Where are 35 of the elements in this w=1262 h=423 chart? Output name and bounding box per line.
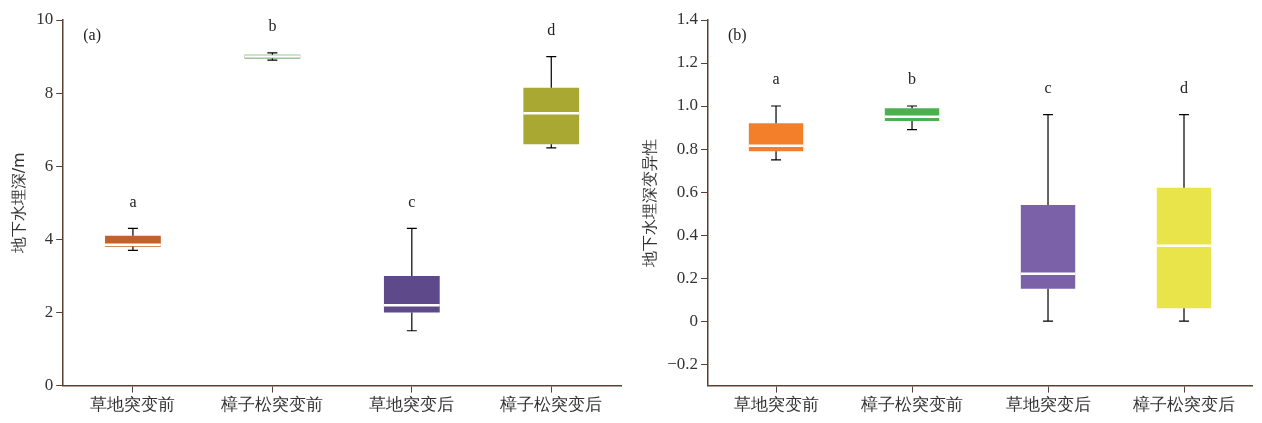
annotation: c: [408, 192, 416, 210]
y-tick-label: 1.0: [676, 95, 699, 115]
x-tick-label: 樟子松突变后: [499, 395, 603, 415]
x-tick-label: 樟子松突变前: [220, 395, 324, 415]
annotation: (b): [728, 26, 747, 45]
y-tick-label: 0.8: [676, 138, 699, 158]
x-tick-label: 樟子松突变前: [860, 395, 964, 415]
y-tick-label: 2: [44, 301, 54, 321]
annotation: b: [268, 17, 277, 35]
y-tick-label: 0.6: [676, 181, 699, 201]
x-tick-label: 草地突变前: [733, 395, 819, 415]
annotation: (a): [83, 26, 101, 45]
annotation: a: [772, 70, 780, 88]
y-tick-label: 0.4: [676, 224, 699, 244]
y-axis-title: 地下水埋深变异性: [639, 138, 659, 268]
y-tick-label: 0: [44, 375, 54, 395]
y-tick-label: 1.4: [676, 9, 699, 29]
y-tick-label: 8: [44, 82, 54, 102]
y-tick-label: 0.2: [676, 267, 699, 287]
y-tick-label: 4: [44, 228, 54, 248]
annotation: b: [908, 70, 917, 88]
annotation: d: [1180, 78, 1188, 96]
y-tick-label: 1.2: [676, 52, 699, 72]
y-tick-label: 10: [36, 9, 54, 29]
x-tick-label: 樟子松突变后: [1132, 395, 1235, 415]
annotation: d: [547, 20, 556, 38]
y-tick-label: 0: [689, 310, 699, 330]
x-tick-label: 草地突变后: [369, 395, 455, 415]
x-tick-label: 草地突变前: [90, 395, 176, 415]
y-axis-title: 地下水埋深/m: [8, 152, 28, 255]
y-tick-label: 6: [44, 155, 54, 175]
y-tick-label: −0.2: [667, 353, 699, 373]
x-tick-label: 草地突变后: [1005, 395, 1091, 415]
annotation: a: [129, 192, 137, 210]
annotation: c: [1044, 78, 1052, 96]
